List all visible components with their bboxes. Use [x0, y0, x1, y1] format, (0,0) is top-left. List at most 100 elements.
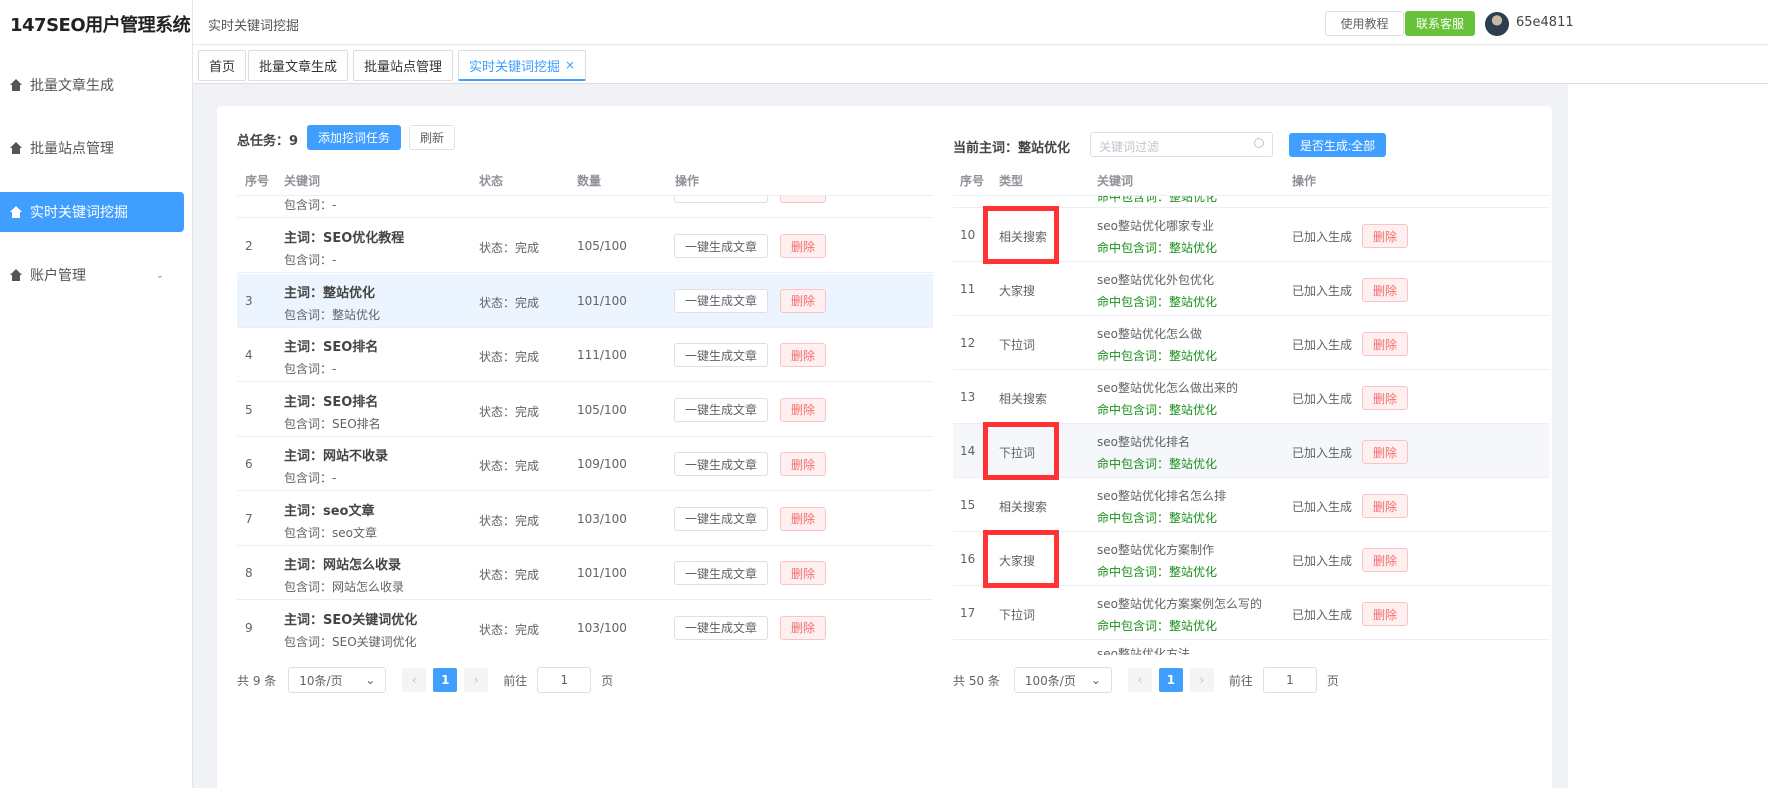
delete-button[interactable]: 删除: [1362, 332, 1408, 356]
support-button[interactable]: 联系客服: [1405, 11, 1475, 36]
keyword-text: seo整站优化哪家专业: [1097, 219, 1214, 233]
page-size-select[interactable]: 100条/页 ⌄: [1013, 667, 1112, 693]
delete-button[interactable]: 删除: [780, 561, 826, 585]
row-number: 15: [960, 498, 976, 512]
delete-button[interactable]: 删除: [780, 234, 826, 258]
tab-batch-articles[interactable]: 批量文章生成: [248, 50, 349, 81]
table-row[interactable]: 13 相关搜索 seo整站优化怎么做出来的 命中包含词：整站优化 已加入生成 删…: [953, 370, 1550, 424]
table-row[interactable]: 17 下拉词 seo整站优化方案案例怎么写的 命中包含词：整站优化 已加入生成 …: [953, 586, 1550, 640]
table-row[interactable]: 11 大家搜 seo整站优化外包优化 命中包含词：整站优化 已加入生成 删除: [953, 262, 1550, 316]
table-row: 命中包含词：整站优化: [953, 196, 1550, 208]
generate-article-button[interactable]: 一键生成文章: [674, 288, 768, 313]
table-row[interactable]: 4 主词：SEO排名 包含词：- 状态：完成 111/100 一键生成文章 删除: [237, 328, 933, 382]
sidebar-item-batch-articles[interactable]: 批量文章生成: [0, 65, 184, 105]
contains-text: 包含词：网站怎么收录: [284, 580, 405, 594]
delete-button[interactable]: 删除: [1362, 224, 1408, 248]
added-status: 已加入生成: [1292, 608, 1353, 622]
delete-button[interactable]: 删除: [1362, 548, 1408, 572]
top-header: 实时关键词挖掘 使用教程 联系客服 65e4811: [193, 0, 1768, 45]
delete-button[interactable]: [780, 196, 826, 203]
close-icon[interactable]: ×: [565, 58, 576, 72]
table-row[interactable]: 9 主词：SEO关键词优化 包含词：SEO关键词优化 状态：完成 103/100…: [237, 600, 933, 653]
username[interactable]: 65e4811: [1516, 15, 1574, 30]
next-page-button[interactable]: ›: [464, 668, 489, 692]
generate-button[interactable]: [674, 196, 768, 203]
prev-page-button[interactable]: ‹: [402, 668, 427, 692]
count-text: 105/100: [577, 239, 627, 253]
delete-button[interactable]: 删除: [780, 615, 826, 640]
contains-text: 包含词：SEO关键词优化: [284, 634, 417, 649]
table-row[interactable]: 16 大家搜 seo整站优化方案制作 命中包含词：整站优化 已加入生成 删除: [953, 532, 1550, 586]
generated-filter-button[interactable]: 是否生成:全部: [1289, 133, 1386, 157]
added-status: 已加入生成: [1292, 284, 1353, 298]
add-task-button[interactable]: 添加挖词任务: [307, 125, 401, 150]
task-table-body: 包含词：- 2 主词：SEO优化教程 包含词：- 状态：完成 105/100 一…: [237, 195, 933, 653]
hit-text: 命中包含词：整站优化: [1097, 349, 1218, 363]
delete-button[interactable]: 删除: [780, 506, 826, 531]
generate-article-button[interactable]: 一键生成文章: [674, 234, 768, 258]
generate-article-button[interactable]: 一键生成文章: [674, 561, 768, 585]
sidebar-item-label: 实时关键词挖掘: [30, 205, 128, 221]
delete-button[interactable]: 删除: [1362, 602, 1408, 626]
refresh-button[interactable]: 刷新: [409, 125, 455, 150]
generate-article-button[interactable]: 一键生成文章: [674, 397, 768, 422]
delete-button[interactable]: 删除: [780, 343, 826, 367]
sidebar-item-batch-sites[interactable]: 批量站点管理: [0, 128, 184, 168]
goto-page-input[interactable]: 1: [1262, 667, 1317, 693]
table-row[interactable]: 12 下拉词 seo整站优化怎么做 命中包含词：整站优化 已加入生成 删除: [953, 316, 1550, 370]
generate-article-button[interactable]: 一键生成文章: [674, 615, 768, 640]
tab-batch-sites[interactable]: 批量站点管理: [353, 50, 454, 81]
contains-text: 包含词：-: [284, 253, 337, 267]
sidebar-item-account[interactable]: 账户管理 ⌄: [0, 255, 184, 295]
table-row[interactable]: 3 主词：整站优化 包含词：整站优化 状态：完成 101/100 一键生成文章 …: [237, 273, 933, 328]
page-button[interactable]: 1: [1158, 668, 1183, 692]
keyword-text: seo整站优化排名怎么排: [1097, 489, 1226, 503]
delete-button[interactable]: 删除: [780, 288, 826, 313]
table-row[interactable]: 6 主词：网站不收录 包含词：- 状态：完成 109/100 一键生成文章 删除: [237, 437, 933, 491]
table-row[interactable]: 15 相关搜索 seo整站优化排名怎么排 命中包含词：整站优化 已加入生成 删除: [953, 478, 1550, 532]
delete-button[interactable]: 删除: [1362, 494, 1408, 518]
generate-article-button[interactable]: 一键生成文章: [674, 452, 768, 476]
table-row[interactable]: 10 相关搜索 seo整站优化哪家专业 命中包含词：整站优化 已加入生成 删除: [953, 208, 1550, 262]
keyword-filter-input[interactable]: 关键词过滤: [1090, 132, 1273, 157]
page-size-select[interactable]: 10条/页 ⌄: [288, 667, 387, 693]
column-header: 操作: [1292, 174, 1317, 188]
table-row[interactable]: 5 主词：SEO排名 包含词：SEO排名 状态：完成 105/100 一键生成文…: [237, 382, 933, 437]
prev-page-button[interactable]: ‹: [1127, 668, 1152, 692]
sidebar-item-keyword-mining[interactable]: 实时关键词挖掘: [0, 192, 184, 232]
column-header: 关键词: [1097, 174, 1134, 188]
tutorial-button[interactable]: 使用教程: [1325, 11, 1404, 36]
table-row[interactable]: 8 主词：网站怎么收录 包含词：网站怎么收录 状态：完成 101/100 一键生…: [237, 546, 933, 600]
main-keyword: 主词：网站不收录: [284, 449, 389, 464]
added-status: 已加入生成: [1292, 392, 1353, 406]
tab-label: 批量文章生成: [259, 60, 338, 75]
added-status: 已加入生成: [1292, 230, 1353, 244]
delete-button[interactable]: 删除: [780, 397, 826, 422]
generate-article-button[interactable]: 一键生成文章: [674, 506, 768, 531]
keyword-text: seo整站优化怎么做: [1097, 327, 1202, 341]
table-row[interactable]: 7 主词：seo文章 包含词：seo文章 状态：完成 103/100 一键生成文…: [237, 491, 933, 546]
delete-button[interactable]: 删除: [780, 452, 826, 476]
page-button[interactable]: 1: [433, 668, 458, 692]
type-text: 下拉词: [999, 446, 1036, 460]
total-count: 共 9 条: [237, 673, 277, 688]
generate-article-button[interactable]: 一键生成文章: [674, 343, 768, 367]
table-row[interactable]: 14 下拉词 seo整站优化排名 命中包含词：整站优化 已加入生成 删除: [953, 424, 1550, 478]
goto-page-input[interactable]: 1: [537, 667, 592, 693]
table-row: 包含词：-: [237, 196, 933, 218]
avatar[interactable]: [1485, 12, 1509, 36]
next-page-button[interactable]: ›: [1189, 668, 1214, 692]
tab-home[interactable]: 首页: [198, 50, 247, 81]
keyword-table-body: 命中包含词：整站优化 10 相关搜索 seo整站优化哪家专业 命中包含词：整站优…: [953, 195, 1550, 655]
tab-keyword-mining[interactable]: 实时关键词挖掘 ×: [458, 50, 587, 81]
table-row[interactable]: 2 主词：SEO优化教程 包含词：- 状态：完成 105/100 一键生成文章 …: [237, 219, 933, 273]
delete-button[interactable]: 删除: [1362, 386, 1408, 410]
row-number: 14: [960, 444, 976, 458]
delete-button[interactable]: 删除: [1362, 278, 1408, 302]
annotation-highlight-box: [983, 422, 1059, 480]
hit-text: 命中包含词：整站优化: [1097, 295, 1218, 309]
delete-button[interactable]: 删除: [1362, 440, 1408, 464]
home-icon: [10, 79, 22, 91]
contains-text: 包含词：-: [284, 471, 337, 485]
page-unit: 页: [601, 673, 614, 688]
